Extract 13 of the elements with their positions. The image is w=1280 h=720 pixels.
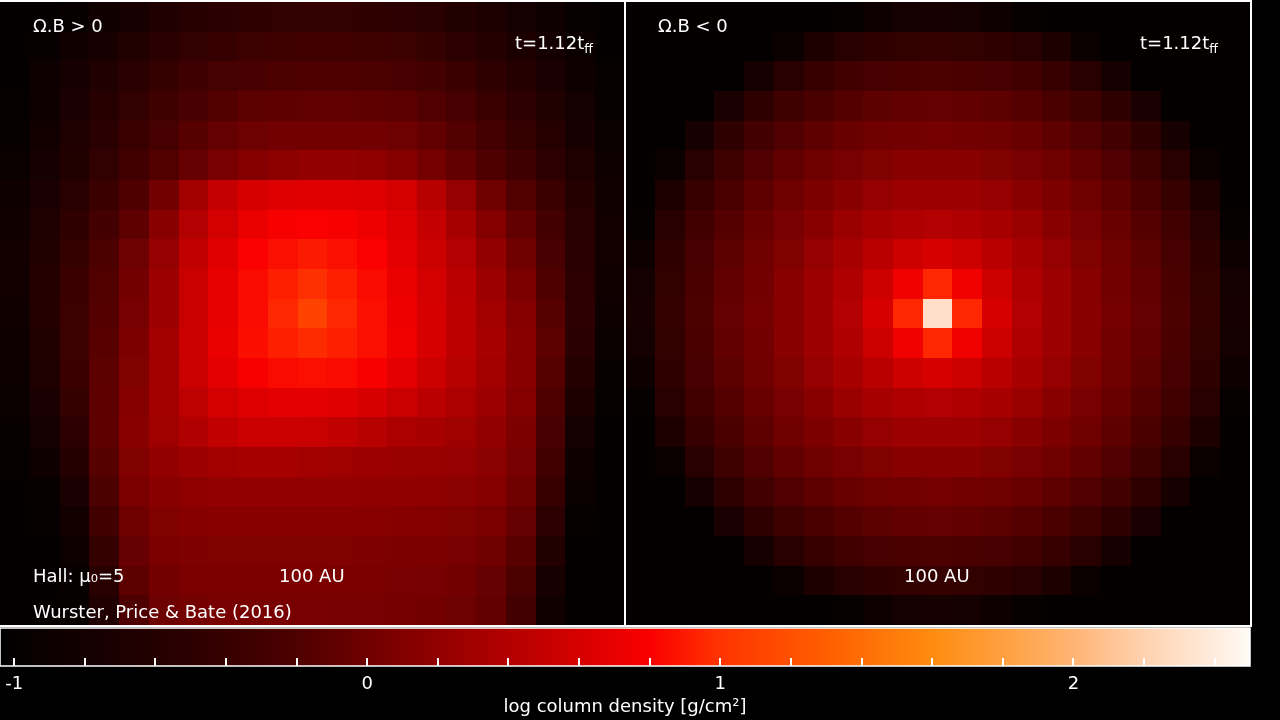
annotation: Hall: μ₀=5 (33, 565, 125, 586)
color-bar-label: 1 (714, 671, 727, 693)
color-bar-label: 0 (361, 671, 373, 693)
color-bar-label: 2 (1067, 671, 1080, 693)
color-bar-label: -1 (5, 671, 24, 693)
annotation: Ω.B > 0 (33, 15, 103, 36)
color-bar-title: log column density [g/cm²] (503, 694, 747, 716)
annotation: Wurster, Price & Bate (2016) (33, 601, 292, 622)
annotation: t=1.12t$_{ff}$ (515, 32, 594, 56)
annotation: t=1.12t$_{ff}$ (1140, 32, 1219, 56)
annotation: 100 AU (904, 565, 970, 586)
annotation: 100 AU (279, 565, 345, 586)
annotation: Ω.B < 0 (658, 15, 728, 36)
